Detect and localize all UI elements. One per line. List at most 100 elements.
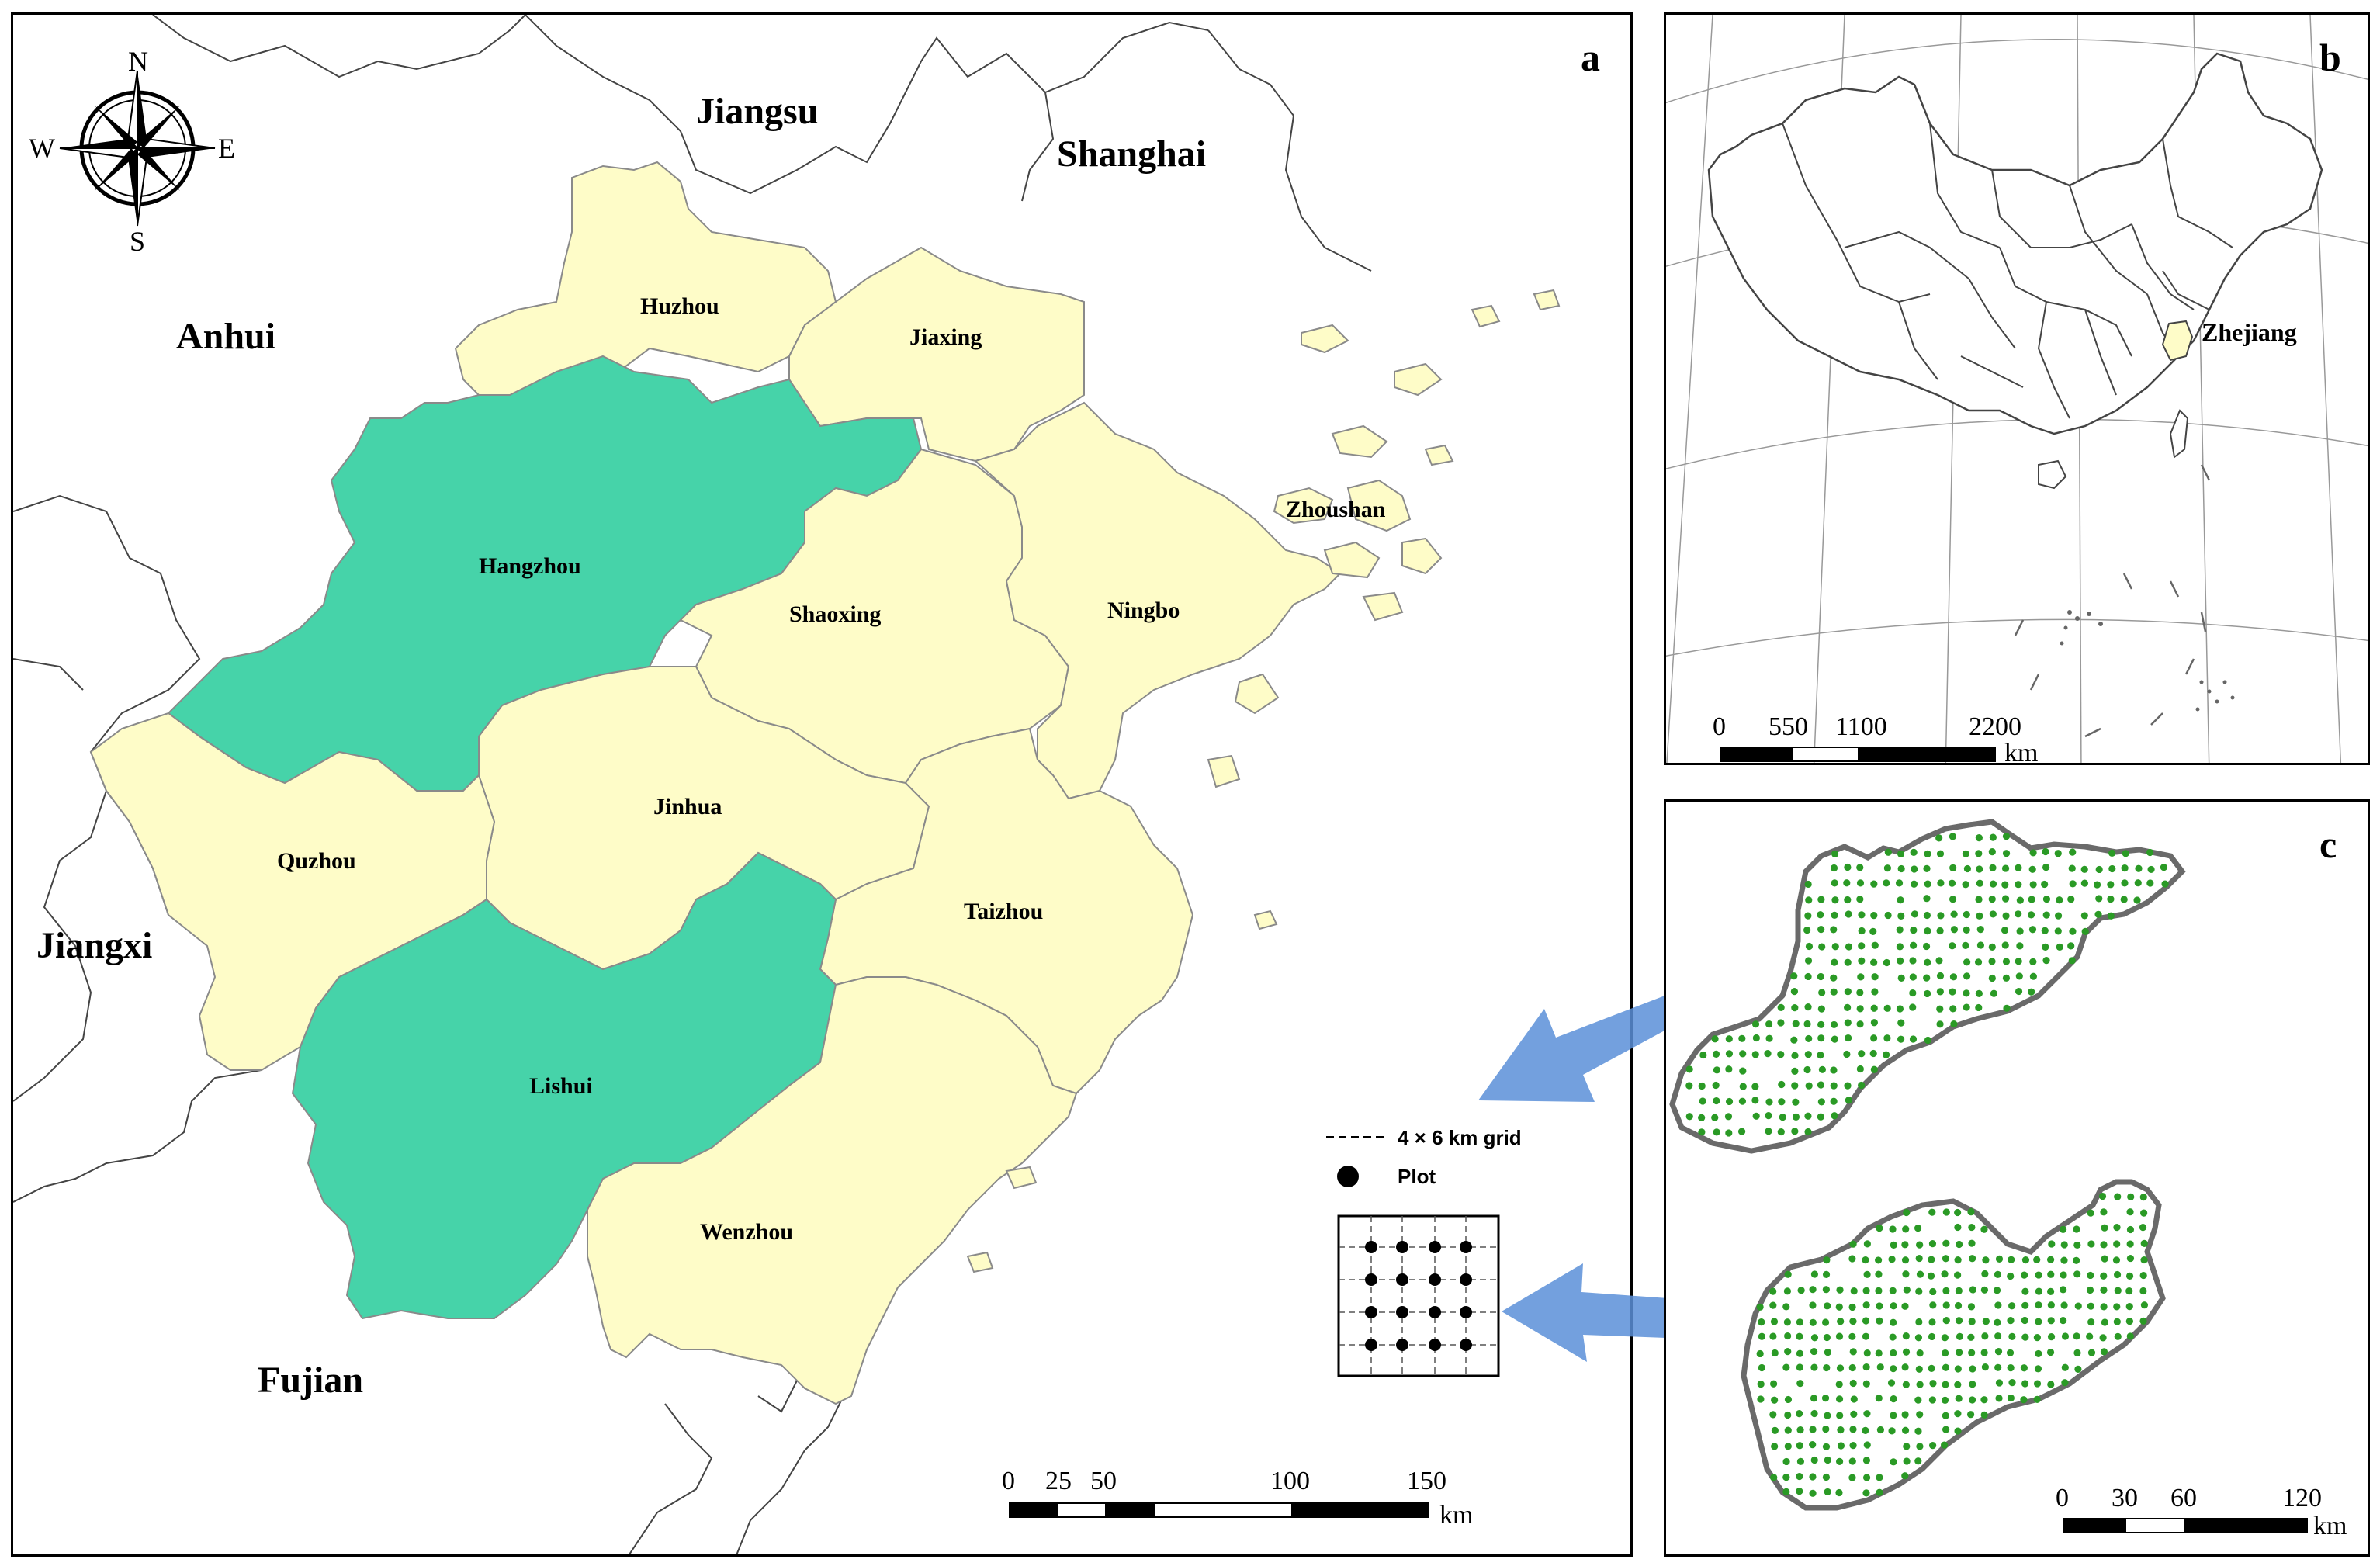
hangzhou-plot-dot [2028, 896, 2035, 903]
city-label-ningbo: Ningbo [1107, 598, 1180, 623]
lishui-plot-dot [2139, 1224, 2147, 1232]
lishui-plot-dot [1954, 1271, 1962, 1279]
hangzhou-plot-dot [2108, 849, 2116, 857]
lishui-plot-dot [1784, 1426, 1792, 1434]
lishui-plot-dot [1914, 1396, 1922, 1404]
hangzhou-plot-dot [1949, 942, 1956, 950]
hangzhou-plot-dot [1685, 1113, 1693, 1121]
grid-schematic [1337, 1214, 1500, 1377]
lishui-plot-dot [1969, 1255, 1976, 1263]
hangzhou-plot-dot [2002, 912, 2010, 920]
lishui-plot-dot [2060, 1317, 2067, 1325]
lishui-plot-dot [2139, 1287, 2147, 1295]
hangzhou-plot-dot [1830, 1097, 1838, 1105]
hangzhou-plot-dot [1963, 958, 1971, 966]
hangzhou-plot-dot [1896, 926, 1904, 934]
lishui-plot-dot [1848, 1332, 1856, 1340]
hangzhou-plot-dot [1923, 864, 1931, 872]
lishui-plot-dot [1954, 1365, 1962, 1373]
lishui-plot-area[interactable] [1741, 1179, 2166, 1511]
hangzhou-plot-dot [1858, 942, 1866, 950]
hangzhou-plot-dot [1830, 988, 1838, 996]
hangzhou-plot-dot [1856, 879, 1865, 887]
lishui-plot-dot [2060, 1256, 2068, 1264]
hangzhou-plot-dot [1909, 973, 1917, 981]
hangzhou-plot-dot [1936, 927, 1944, 935]
lishui-plot-dot [1874, 1256, 1883, 1264]
hangzhou-plot-dot [1844, 1003, 1852, 1011]
lishui-plot-dot [2020, 1396, 2028, 1404]
lishui-plot-dot [1994, 1363, 2002, 1371]
lishui-plot-dot [1876, 1426, 1885, 1434]
lishui-plot-dot [2140, 1239, 2148, 1247]
hangzhou-plot-dot [1738, 1097, 1747, 1105]
lishui-plot-dot [1757, 1395, 1765, 1403]
lishui-plot-dot [1981, 1363, 1989, 1371]
panel-letter-b: b [2319, 36, 2341, 79]
hangzhou-plot-dot [2002, 833, 2011, 840]
lishui-plot-dot [1890, 1412, 1897, 1419]
lishui-plot-dot [1914, 1457, 1922, 1465]
lishui-plot-dot [2047, 1301, 2055, 1309]
hangzhou-plot-dot [1974, 958, 1983, 966]
hangzhou-plot-dot [2121, 864, 2129, 872]
lishui-plot-dot [1835, 1332, 1844, 1340]
china-outline [1707, 52, 2323, 435]
hangzhou-plot-dot [2080, 879, 2088, 887]
lishui-plot-dot [2073, 1256, 2080, 1264]
lishui-plot-dot [1916, 1381, 1924, 1388]
lishui-plot-dot [1850, 1410, 1858, 1419]
lishui-plot-dot [1901, 1411, 1909, 1419]
hangzhou-plot-dot [1805, 1034, 1813, 1043]
hangzhou-plot-dot [2161, 880, 2169, 888]
lishui-plot-dot [1863, 1441, 1871, 1449]
lishui-plot-dot [1956, 1349, 1963, 1356]
lishui-plot-dot [1942, 1349, 1949, 1357]
hangzhou-plot-dot [1711, 1114, 1719, 1121]
lishui-plot-dot [2074, 1302, 2082, 1310]
lishui-plot-dot [1822, 1425, 1830, 1433]
south-china-sea-islands [2060, 610, 2235, 712]
hangzhou-plot-dot [1765, 1098, 1773, 1106]
lishui-plot-dot [1796, 1442, 1803, 1450]
hangzhou-plot-dot [1752, 1034, 1760, 1042]
lishui-plot-dot [2047, 1333, 2056, 1341]
lishui-plot-dot [1980, 1411, 1988, 1419]
hangzhou-plot-dot [2029, 881, 2037, 889]
hangzhou-plot-dot [1963, 989, 1970, 997]
hangzhou-plot-dot [1751, 1020, 1760, 1028]
hangzhou-plot-dot [1936, 850, 1945, 857]
lishui-plot-dot [1784, 1395, 1793, 1404]
zhejiang-highlight[interactable] [2161, 320, 2194, 362]
hangzhou-plot-dot [1779, 1114, 1786, 1121]
hangzhou-plot-dot [1976, 941, 1985, 949]
province-label-anhui: Anhui [176, 316, 275, 357]
lishui-plot-dot [2126, 1254, 2135, 1263]
lishui-plot-dot [1942, 1208, 1950, 1216]
hangzhou-plot-dot [2122, 850, 2129, 857]
lishui-plot-dot [1876, 1302, 1883, 1310]
zhoushan-island-2 [1346, 479, 1412, 532]
hangzhou-plot-dot [1830, 1082, 1838, 1090]
city-label-zhoushan: Zhoushan [1286, 497, 1386, 522]
province-label-fujian: Fujian [258, 1360, 363, 1401]
lishui-plot-dot [1863, 1240, 1871, 1248]
lishui-plot-dot [1994, 1332, 2002, 1340]
lishui-plot-dot [1902, 1270, 1910, 1278]
lishui-plot-dot [1796, 1457, 1805, 1465]
lishui-plot-dot [1968, 1239, 1976, 1247]
hangzhou-plot-dot [2120, 896, 2128, 903]
hangzhou-plot-dot [2069, 848, 2077, 856]
hangzhou-plot-dot [1804, 1003, 1812, 1011]
hangzhou-plot-dot [1975, 834, 1983, 842]
hangzhou-plot-dot [1949, 1005, 1957, 1013]
hangzhou-plot-dot [1975, 1003, 1983, 1012]
lishui-plot-dot [1862, 1474, 1871, 1481]
lishui-plot-dot [2113, 1240, 2121, 1248]
hangzhou-plot-dot [1791, 1052, 1799, 1059]
lishui-plot-dot [2033, 1256, 2041, 1263]
lishui-plot-dot [1980, 1396, 1988, 1404]
hangzhou-plot-dot [1857, 973, 1865, 981]
lishui-plot-dot [2021, 1333, 2029, 1341]
hangzhou-plot-area[interactable] [1669, 819, 2186, 1154]
